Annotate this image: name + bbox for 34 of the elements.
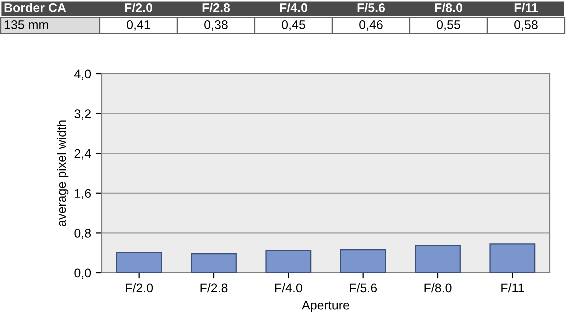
y-tick-label: 1,6: [75, 189, 92, 200]
y-axis-title: average pixel width: [57, 120, 69, 226]
x-tick-label: F/2.0: [126, 283, 154, 293]
data-label: 0,38: [204, 20, 228, 31]
y-tick-label: 0,8: [74, 229, 92, 240]
y-tick-label: 0,0: [74, 268, 92, 280]
category-label: F/4.0: [280, 3, 308, 12]
bar: [415, 245, 461, 273]
category-label: F/11: [514, 3, 538, 12]
bar: [340, 250, 386, 273]
y-tick-label: 2,4: [74, 149, 92, 160]
bar: [490, 244, 536, 273]
y-tick-label: 4,0: [74, 70, 92, 80]
x-tick-label: F/5.6: [350, 283, 378, 293]
category-label: F/8.0: [435, 3, 462, 12]
category-label: F/2.8: [202, 3, 230, 12]
data-label: 0,41: [127, 20, 150, 31]
data-label: 0,55: [437, 20, 460, 31]
data-label: 0,46: [360, 20, 383, 31]
x-tick-label: F/11: [502, 283, 524, 293]
y-tick-label: 3,2: [74, 110, 91, 120]
chart-title: Border CA: [4, 3, 66, 12]
bar: [116, 252, 162, 273]
x-tick-label: F/8.0: [424, 283, 452, 293]
data-label: 0,58: [514, 20, 538, 31]
x-tick-label: F/2.8: [200, 283, 228, 293]
category-label: F/2.0: [125, 3, 152, 12]
x-tick-label: F/4.0: [275, 283, 302, 293]
bar: [191, 254, 237, 273]
text: 135 mm: [4, 20, 48, 30]
bar: [266, 250, 312, 273]
data-label: 0,45: [282, 20, 306, 31]
category-label: F/5.6: [358, 3, 386, 12]
x-axis-title: Aperture: [302, 301, 350, 312]
